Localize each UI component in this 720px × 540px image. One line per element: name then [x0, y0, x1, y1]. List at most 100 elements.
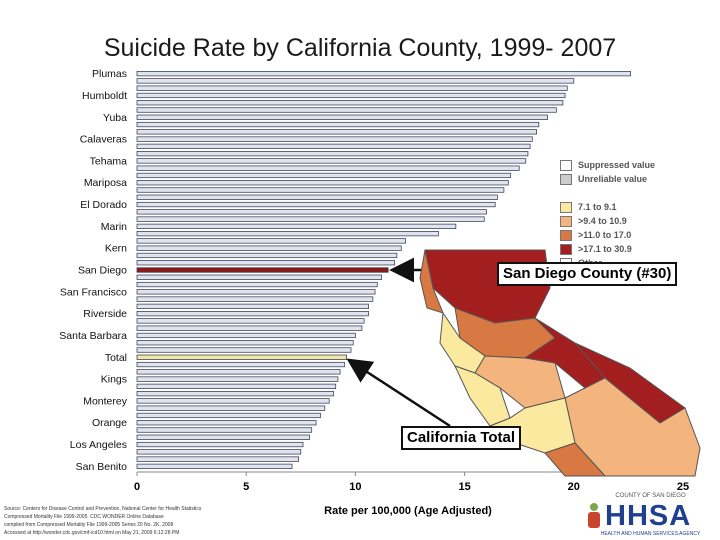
x-tick-label: 10 — [349, 481, 361, 493]
x-tick-label: 15 — [458, 481, 470, 493]
bar — [136, 296, 374, 302]
y-tick-label: Santa Barbara — [59, 330, 127, 342]
callout-san-diego: San Diego County (#30) — [497, 262, 678, 286]
y-tick-label: Los Angeles — [70, 439, 127, 451]
bar — [136, 151, 529, 157]
bar-los-angeles — [136, 441, 304, 448]
y-tick-label: Tehama — [90, 155, 128, 167]
bar — [136, 427, 313, 433]
y-tick-label: Plumas — [92, 68, 127, 80]
bar — [136, 456, 299, 462]
source-line: Source: Centers for Disease Control and … — [4, 506, 202, 512]
bar — [136, 100, 564, 106]
bar-monterey — [136, 398, 330, 404]
bar-calaveras — [136, 136, 533, 142]
bar-santa-barbara — [136, 332, 356, 339]
hhsa-logo: COUNTY OF SAN DIEGO HHSA HEALTH AND HUMA… — [583, 493, 718, 539]
x-tick-label: 0 — [134, 481, 140, 493]
bar — [136, 434, 310, 440]
bar — [136, 129, 538, 135]
source-line: Accessed at http://wonder.cdc.gov/cmf-ic… — [4, 530, 180, 536]
bar-san-diego — [136, 267, 389, 273]
bar-san-francisco — [136, 289, 376, 295]
bar — [136, 274, 382, 280]
bar — [136, 121, 540, 128]
california-total-arrow — [346, 358, 451, 428]
bar — [136, 238, 406, 244]
map-region-nw-coast — [419, 249, 444, 314]
bar — [136, 187, 505, 193]
y-tick-label: Riverside — [83, 308, 127, 320]
map-region-north — [424, 249, 551, 324]
x-tick-label: 25 — [677, 481, 689, 493]
bar-san-benito — [136, 463, 293, 469]
bar-humboldt — [136, 92, 566, 99]
bar-orange — [136, 420, 317, 426]
bar — [136, 391, 334, 397]
legend-swatch — [560, 230, 572, 242]
bar-marin — [136, 223, 457, 229]
legend-label: >11.0 to 17.0 — [578, 230, 632, 240]
legend-item: Unreliable value — [560, 174, 647, 186]
bar — [136, 260, 396, 266]
bar — [136, 361, 345, 368]
bar — [136, 78, 575, 84]
bar-mariposa — [136, 180, 509, 186]
y-tick-label: San Francisco — [60, 286, 127, 298]
bar — [136, 172, 511, 179]
legend-swatch — [560, 244, 572, 256]
y-tick-label: Monterey — [83, 395, 128, 407]
callout-california-total: California Total — [401, 426, 522, 450]
bar-riverside — [136, 311, 369, 317]
bar — [136, 318, 365, 324]
y-tick-label: El Dorado — [80, 199, 127, 211]
y-tick-label: Marin — [101, 221, 127, 233]
legend-label: >17.1 to 30.9 — [578, 244, 632, 254]
legend-swatch — [560, 160, 572, 172]
bar-el-dorado — [136, 201, 496, 208]
logo-top-text: COUNTY OF SAN DIEGO — [615, 493, 686, 499]
bar — [136, 347, 352, 353]
bar — [136, 107, 557, 113]
source-note: Source: Centers for Disease Control and … — [4, 505, 274, 537]
bar-total — [136, 354, 348, 360]
legend-item: >17.1 to 30.9 — [560, 244, 632, 256]
y-tick-label: Total — [105, 352, 127, 364]
bar-tehama — [136, 158, 527, 164]
legend-label: Unreliable value — [578, 174, 648, 184]
bar-kings — [136, 376, 339, 382]
bar — [136, 231, 439, 237]
legend-item: >9.4 to 10.9 — [560, 216, 627, 228]
legend-swatch — [560, 174, 572, 186]
bar — [136, 209, 487, 215]
bar — [136, 340, 354, 346]
bar-plumas — [136, 71, 631, 77]
y-tick-label: Humboldt — [82, 90, 127, 102]
bar — [136, 252, 398, 259]
bar — [136, 383, 337, 389]
x-tick-label: 5 — [243, 481, 249, 493]
y-tick-label: Kern — [105, 243, 127, 255]
legend-label: Suppressed value — [578, 160, 656, 170]
bar — [136, 216, 485, 222]
logo-main-text: HHSA — [605, 500, 692, 532]
bar — [136, 281, 378, 288]
source-line: Compressed Mortality File 1999-2005. CDC… — [4, 514, 164, 520]
bar — [136, 303, 369, 309]
y-tick-label: Mariposa — [84, 177, 127, 189]
y-tick-label: San Diego — [78, 265, 127, 277]
bar-kern — [136, 245, 402, 251]
bar — [136, 449, 302, 455]
y-tick-label: San Benito — [76, 461, 128, 473]
legend-item: 7.1 to 9.1 — [560, 202, 617, 214]
y-tick-label: Kings — [101, 374, 127, 386]
logo-figure-icon — [588, 503, 600, 528]
bar — [136, 143, 531, 149]
bar — [136, 369, 341, 375]
map-region-san-diego — [544, 442, 607, 477]
legend: Suppressed value Unreliable value 7.1 to 9… — [560, 160, 710, 270]
bar — [136, 165, 520, 171]
legend-swatch — [560, 216, 572, 228]
chart-title: Suicide Rate by California County, 1999-… — [103, 34, 617, 62]
